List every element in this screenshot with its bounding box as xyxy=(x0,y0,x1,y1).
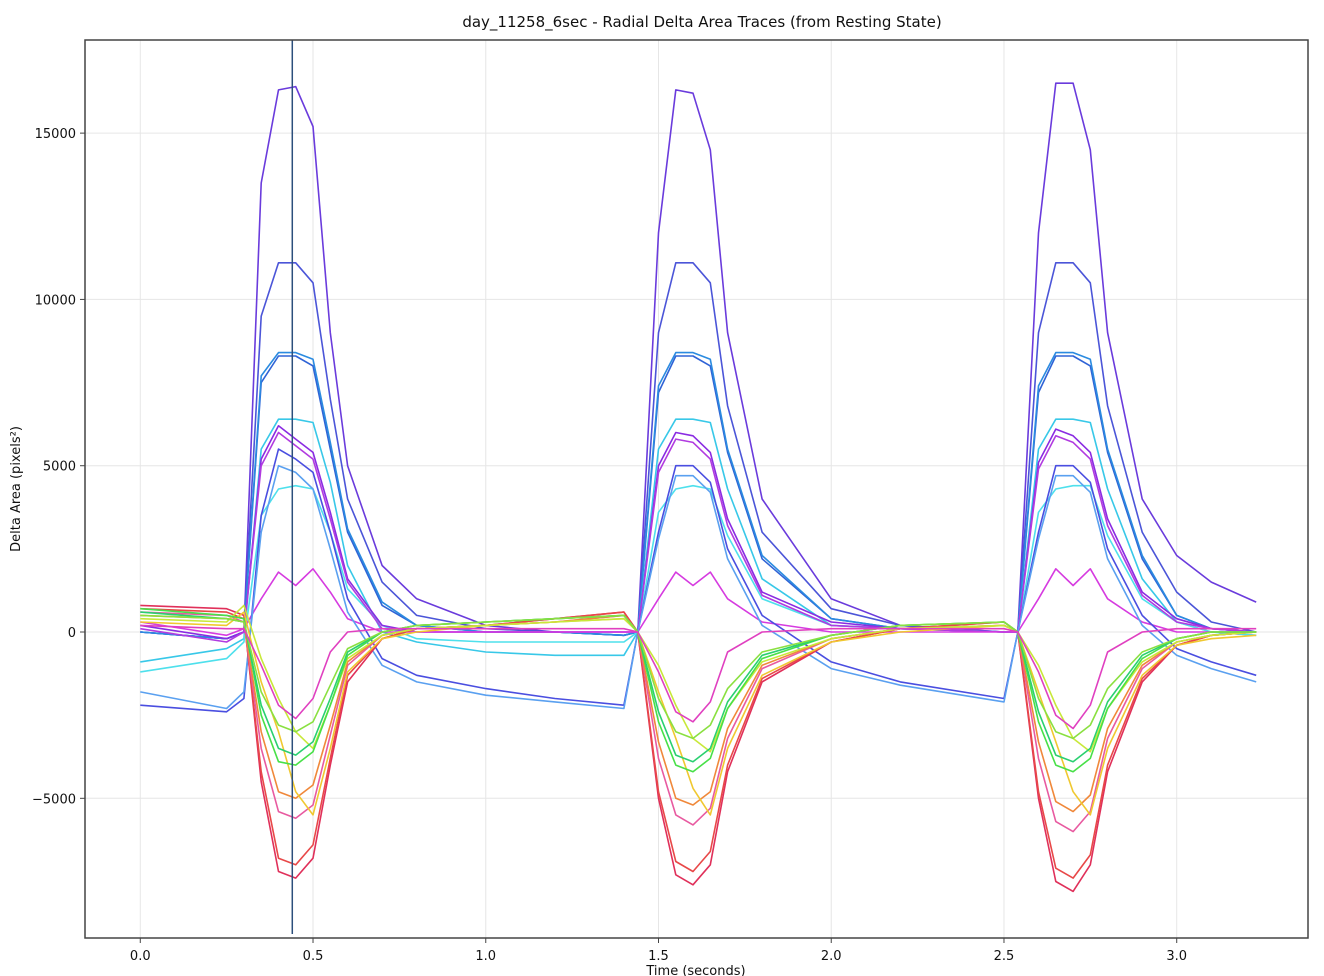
series-line-12 xyxy=(140,604,1257,893)
series-layer xyxy=(140,82,1257,893)
x-axis-label: Time (seconds) xyxy=(645,964,745,976)
series-line-11 xyxy=(140,464,1257,710)
y-tick-label: −5000 xyxy=(32,792,76,807)
series-line-15 xyxy=(140,614,1257,813)
series-line-1 xyxy=(140,82,1257,640)
series-line-19 xyxy=(140,611,1257,763)
y-tick-label: 0 xyxy=(68,626,76,641)
series-line-6 xyxy=(140,484,1257,673)
series-line-13 xyxy=(140,607,1257,879)
x-axis-ticks: 0.0 0.5 1.0 1.5 2.0 2.5 3.0 xyxy=(130,938,1187,964)
y-axis-label: Delta Area (pixels²) xyxy=(9,426,24,552)
series-line-9 xyxy=(140,567,1257,637)
x-tick-label: 1.0 xyxy=(475,949,496,964)
x-tick-label: 2.0 xyxy=(821,949,842,964)
y-tick-label: 10000 xyxy=(35,293,76,308)
series-line-7 xyxy=(140,424,1257,640)
x-tick-label: 0.0 xyxy=(130,949,151,964)
grid-lines xyxy=(85,40,1308,938)
series-line-4 xyxy=(140,351,1257,640)
series-line-2 xyxy=(140,261,1257,640)
series-line-14 xyxy=(140,611,1257,833)
x-tick-label: 1.5 xyxy=(648,949,669,964)
x-tick-label: 3.0 xyxy=(1166,949,1187,964)
series-line-18 xyxy=(140,607,1257,773)
y-axis-ticks: −5000 0 5000 10000 15000 xyxy=(32,127,85,807)
chart-title: day_11258_6sec - Radial Delta Area Trace… xyxy=(462,13,941,32)
series-line-10 xyxy=(140,448,1257,713)
y-tick-label: 5000 xyxy=(43,460,76,475)
x-tick-label: 2.5 xyxy=(994,949,1015,964)
series-line-16 xyxy=(140,611,1257,816)
series-line-20 xyxy=(140,614,1257,740)
series-line-3 xyxy=(140,355,1257,640)
y-tick-label: 15000 xyxy=(35,127,76,142)
series-line-5 xyxy=(140,418,1257,663)
series-line-8 xyxy=(140,431,1257,643)
plot-frame xyxy=(84,39,1309,939)
series-line-21 xyxy=(140,624,1257,730)
series-line-17 xyxy=(140,604,1257,753)
x-tick-label: 0.5 xyxy=(303,949,324,964)
